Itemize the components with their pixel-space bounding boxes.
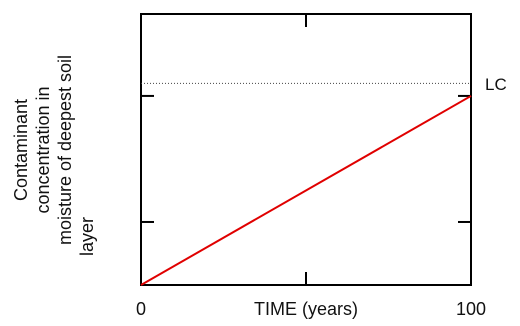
x-tick-label: 100 xyxy=(456,299,486,319)
series-line xyxy=(140,95,472,286)
x-tick-labels: 0 100 xyxy=(136,299,486,319)
x-axis-label: TIME (years) xyxy=(254,299,358,319)
y-axis-label-line-2: concentration in xyxy=(33,86,53,213)
y-axis-label: Contaminant concentration in moisture of… xyxy=(11,55,97,256)
x-tick-label: 0 xyxy=(136,299,146,319)
y-axis-label-line-3: moisture of deepest soil xyxy=(55,55,75,245)
y-axis-label-line-1: Contaminant xyxy=(11,99,31,201)
tick-marks xyxy=(140,14,472,285)
lc-label: LC xyxy=(485,75,507,94)
y-axis-label-line-4: layer xyxy=(77,217,97,256)
plot-frame xyxy=(140,13,472,286)
